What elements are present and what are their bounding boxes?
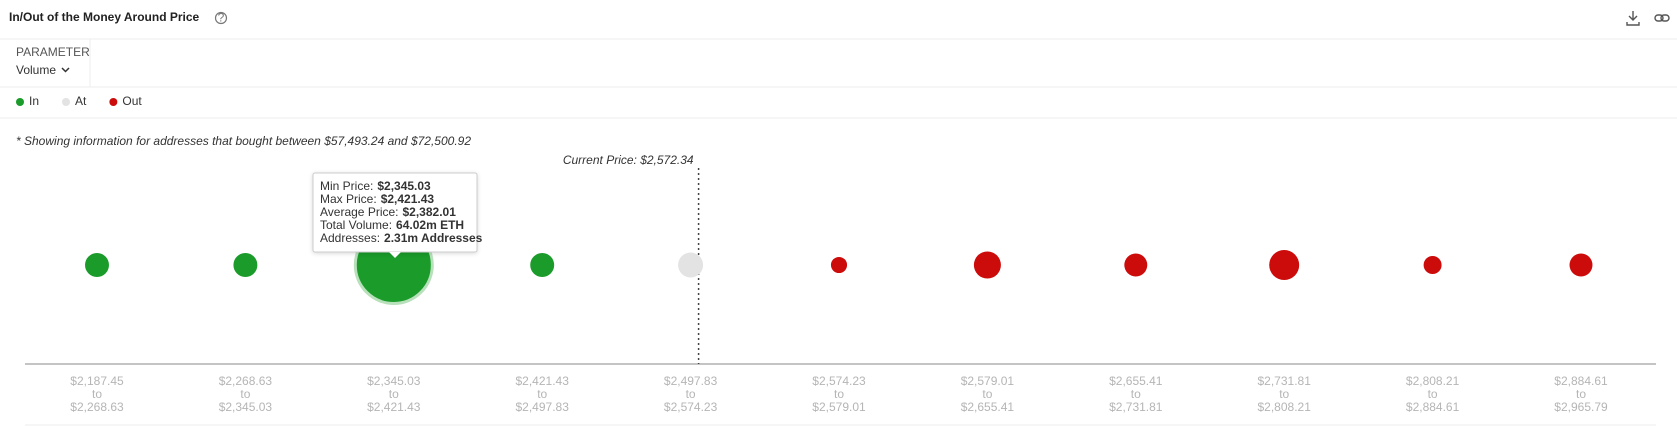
bubble: [1124, 253, 1148, 277]
bubble: [1569, 253, 1593, 277]
tooltip-label: Min Price:: [320, 179, 373, 193]
bubble: [1423, 255, 1442, 275]
bin-from: $2,187.45: [70, 374, 124, 388]
bubble: [85, 253, 109, 277]
bin-to: $2,808.21: [1258, 400, 1312, 414]
bubble: [233, 253, 258, 277]
bin-from: $2,268.63: [219, 374, 273, 388]
tooltip-value: $2,345.03: [377, 179, 431, 193]
svg-text:?: ?: [218, 11, 225, 25]
tooltip-value: 2.31m Addresses: [384, 231, 483, 245]
legend-dot: [16, 98, 24, 106]
bin-from: $2,497.83: [664, 374, 718, 388]
tooltip-label: Total Volume:: [320, 218, 392, 232]
bin-from: $2,808.21: [1406, 374, 1460, 388]
download-icon[interactable]: [1626, 11, 1640, 26]
bin-separator: to: [1279, 387, 1289, 401]
bin-separator: to: [240, 387, 250, 401]
legend-dot: [62, 98, 71, 106]
bin-from: $2,579.01: [961, 374, 1015, 388]
bin-from: $2,731.81: [1258, 374, 1312, 388]
link-icon[interactable]: [1654, 14, 1670, 22]
help-icon[interactable]: ?: [214, 11, 228, 25]
bubble: [530, 253, 555, 277]
bubble: [1269, 250, 1300, 280]
bin-separator: to: [834, 387, 844, 401]
parameter-value[interactable]: Volume: [16, 63, 56, 77]
bin-to: $2,579.01: [812, 400, 866, 414]
bin-separator: to: [1576, 387, 1586, 401]
legend-label: Out: [122, 94, 142, 108]
bin-to: $2,421.43: [367, 400, 421, 414]
bin-from: $2,421.43: [516, 374, 570, 388]
bin-separator: to: [982, 387, 992, 401]
current-price-label: Current Price: $2,572.34: [563, 153, 694, 167]
bin-to: $2,574.23: [664, 400, 718, 414]
bin-from: $2,655.41: [1109, 374, 1163, 388]
tooltip-value: 64.02m ETH: [396, 218, 464, 232]
bin-separator: to: [686, 387, 696, 401]
tooltip-value: $2,382.01: [403, 205, 457, 219]
bubble: [678, 252, 704, 278]
title: In/Out of the Money Around Price: [9, 10, 200, 24]
bin-separator: to: [1131, 387, 1141, 401]
legend-dot: [109, 98, 118, 106]
legend-label: In: [29, 94, 39, 108]
bin-to: $2,268.63: [70, 400, 124, 414]
bin-to: $2,965.79: [1554, 400, 1608, 414]
bin-separator: to: [389, 387, 399, 401]
bin-from: $2,884.61: [1554, 374, 1608, 388]
bin-to: $2,884.61: [1406, 400, 1460, 414]
bin-from: $2,345.03: [367, 374, 421, 388]
parameter-label: PARAMETER: [16, 45, 90, 59]
tooltip-label: Average Price:: [320, 205, 399, 219]
bin-separator: to: [537, 387, 547, 401]
note: * Showing information for addresses that…: [16, 134, 471, 148]
bin-to: $2,497.83: [516, 400, 570, 414]
bin-separator: to: [1428, 387, 1438, 401]
dropdown-arrow[interactable]: [61, 67, 70, 73]
bin-from: $2,574.23: [812, 374, 866, 388]
bubble: [973, 251, 1001, 279]
bin-to: $2,731.81: [1109, 400, 1163, 414]
bin-to: $2,345.03: [219, 400, 273, 414]
bin-to: $2,655.41: [961, 400, 1015, 414]
legend: In At Out: [16, 94, 142, 108]
legend-label: At: [75, 94, 87, 108]
plot: $2,187.45to$2,268.63$2,268.63to$2,345.03…: [70, 168, 1608, 414]
tooltip-label: Addresses:: [320, 231, 380, 245]
bubble: [830, 256, 848, 274]
bin-separator: to: [92, 387, 102, 401]
tooltip-value: $2,421.43: [381, 192, 435, 206]
tooltip-label: Max Price:: [320, 192, 377, 206]
